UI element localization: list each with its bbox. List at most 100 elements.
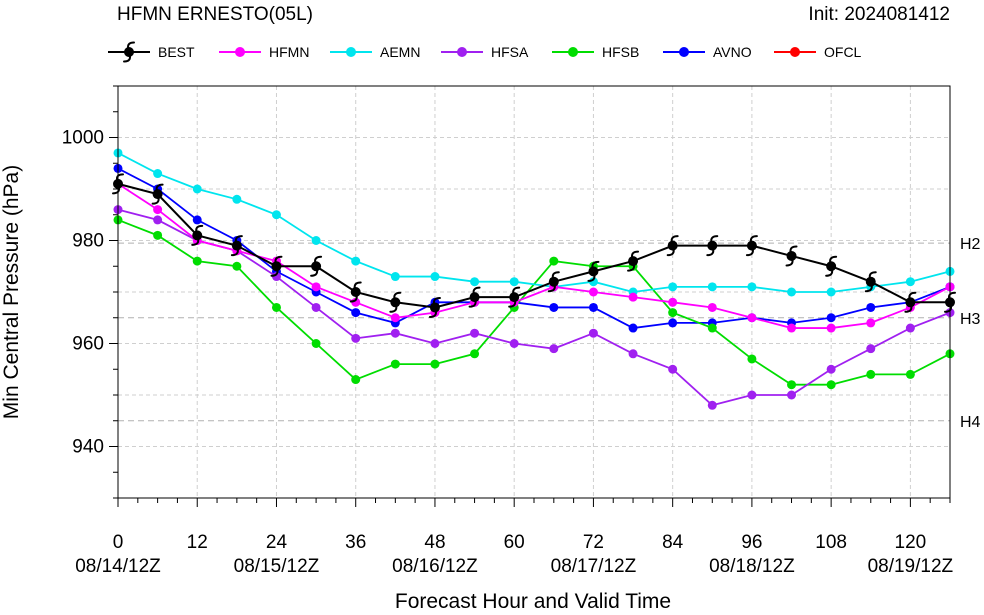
point-aemn bbox=[707, 282, 717, 292]
point-aemn bbox=[509, 277, 519, 287]
point-hfmn bbox=[390, 313, 400, 323]
init-time: Init: 2024081412 bbox=[808, 4, 950, 25]
point-aemn bbox=[668, 282, 678, 292]
point-hfmn bbox=[866, 318, 876, 328]
point-best bbox=[389, 291, 402, 313]
legend-item-hfmn: HFMN bbox=[219, 44, 309, 60]
y-tick-label: 940 bbox=[72, 437, 104, 458]
legend-item-avno: AVNO bbox=[663, 44, 752, 60]
legend-hurricane-icon bbox=[123, 41, 135, 63]
point-hfmn bbox=[588, 287, 598, 297]
point-best bbox=[666, 235, 679, 257]
point-hfsa bbox=[549, 344, 559, 354]
point-avno bbox=[826, 313, 836, 323]
point-avno bbox=[549, 302, 559, 312]
point-hfsb bbox=[668, 308, 678, 318]
point-aemn bbox=[311, 236, 321, 245]
point-aemn bbox=[153, 169, 163, 179]
point-avno bbox=[588, 302, 598, 312]
legend-marker bbox=[235, 47, 245, 57]
legend-marker bbox=[679, 47, 689, 57]
legend-marker bbox=[568, 47, 578, 57]
chart-title: HFMN ERNESTO(05L) bbox=[117, 4, 313, 25]
point-best bbox=[468, 286, 481, 308]
point-hfsb bbox=[271, 302, 281, 312]
point-hfmn bbox=[628, 292, 638, 302]
series-hfsa bbox=[113, 205, 955, 410]
point-best bbox=[785, 245, 798, 267]
point-best bbox=[547, 271, 560, 293]
point-hfsa bbox=[430, 339, 440, 348]
point-aemn bbox=[470, 277, 480, 287]
point-hfsa bbox=[668, 364, 678, 374]
point-hfmn bbox=[747, 313, 757, 323]
y-tick-label: 1000 bbox=[62, 128, 104, 149]
point-best bbox=[706, 235, 719, 257]
point-avno bbox=[192, 215, 202, 225]
point-hfsb bbox=[153, 230, 163, 240]
point-hfmn bbox=[153, 205, 163, 215]
point-hfsb bbox=[549, 256, 559, 266]
legend-item-aemn: AEMN bbox=[330, 44, 420, 60]
point-best bbox=[151, 183, 164, 205]
point-best bbox=[745, 235, 758, 257]
point-aemn bbox=[905, 277, 915, 287]
point-best bbox=[191, 224, 204, 246]
point-best bbox=[508, 286, 521, 308]
x-tick-label: 48 bbox=[424, 532, 445, 553]
legend-item-best: BEST bbox=[108, 41, 195, 63]
point-best bbox=[428, 296, 441, 318]
point-hfmn bbox=[707, 302, 717, 312]
series-line-best bbox=[117, 182, 950, 309]
point-hfsb bbox=[747, 354, 757, 364]
point-hfsb bbox=[905, 369, 915, 379]
point-hfsb bbox=[351, 375, 361, 385]
point-hfsb bbox=[826, 380, 836, 390]
y-axis: 940 960 980 1000 bbox=[62, 85, 118, 499]
legend-item-hfsa: HFSA bbox=[441, 44, 529, 60]
legend-label: OFCL bbox=[824, 44, 862, 60]
point-aemn bbox=[232, 194, 242, 204]
point-hfsa bbox=[351, 333, 361, 343]
valid-time-label: 08/17/12Z bbox=[551, 556, 637, 577]
x-tick-label: 24 bbox=[266, 532, 288, 553]
point-hfsa bbox=[747, 390, 757, 400]
series-line-hfmn bbox=[117, 183, 951, 329]
point-hfsa bbox=[509, 339, 519, 348]
point-hfsa bbox=[905, 323, 915, 333]
legend-label: AVNO bbox=[713, 44, 752, 60]
point-best bbox=[904, 291, 917, 313]
series-line-hfsa bbox=[117, 208, 951, 407]
point-best bbox=[270, 255, 283, 277]
point-hfsb bbox=[470, 349, 480, 359]
point-hfsa bbox=[588, 328, 598, 338]
point-best bbox=[349, 281, 362, 303]
ref-label-h4: H4 bbox=[960, 414, 981, 431]
point-hfsb bbox=[192, 256, 202, 266]
valid-time-label: 08/15/12Z bbox=[234, 556, 320, 577]
point-aemn bbox=[787, 287, 797, 297]
valid-time-label: 08/19/12Z bbox=[868, 556, 954, 577]
ref-label-h3: H3 bbox=[960, 311, 981, 328]
x-tick-label: 84 bbox=[662, 532, 684, 553]
intensity-reference-lines: H2 H3 H4 bbox=[118, 236, 981, 431]
point-hfsa bbox=[826, 364, 836, 374]
point-hfsa bbox=[787, 390, 797, 400]
series-line-aemn bbox=[117, 152, 951, 293]
series-best bbox=[112, 173, 956, 318]
valid-time-label: 08/16/12Z bbox=[392, 556, 478, 577]
point-aemn bbox=[271, 210, 281, 220]
x-tick-label: 108 bbox=[815, 532, 847, 553]
point-hfsb bbox=[866, 369, 876, 379]
x-tick-label: 72 bbox=[583, 532, 604, 553]
legend-marker bbox=[346, 47, 356, 57]
series-aemn bbox=[113, 148, 955, 297]
y-tick-label: 980 bbox=[72, 231, 104, 252]
point-avno bbox=[668, 318, 678, 328]
point-hfsa bbox=[311, 302, 321, 312]
x-axis-label: Forecast Hour and Valid Time bbox=[395, 590, 671, 610]
point-aemn bbox=[430, 272, 440, 282]
point-hfsb bbox=[430, 359, 440, 369]
